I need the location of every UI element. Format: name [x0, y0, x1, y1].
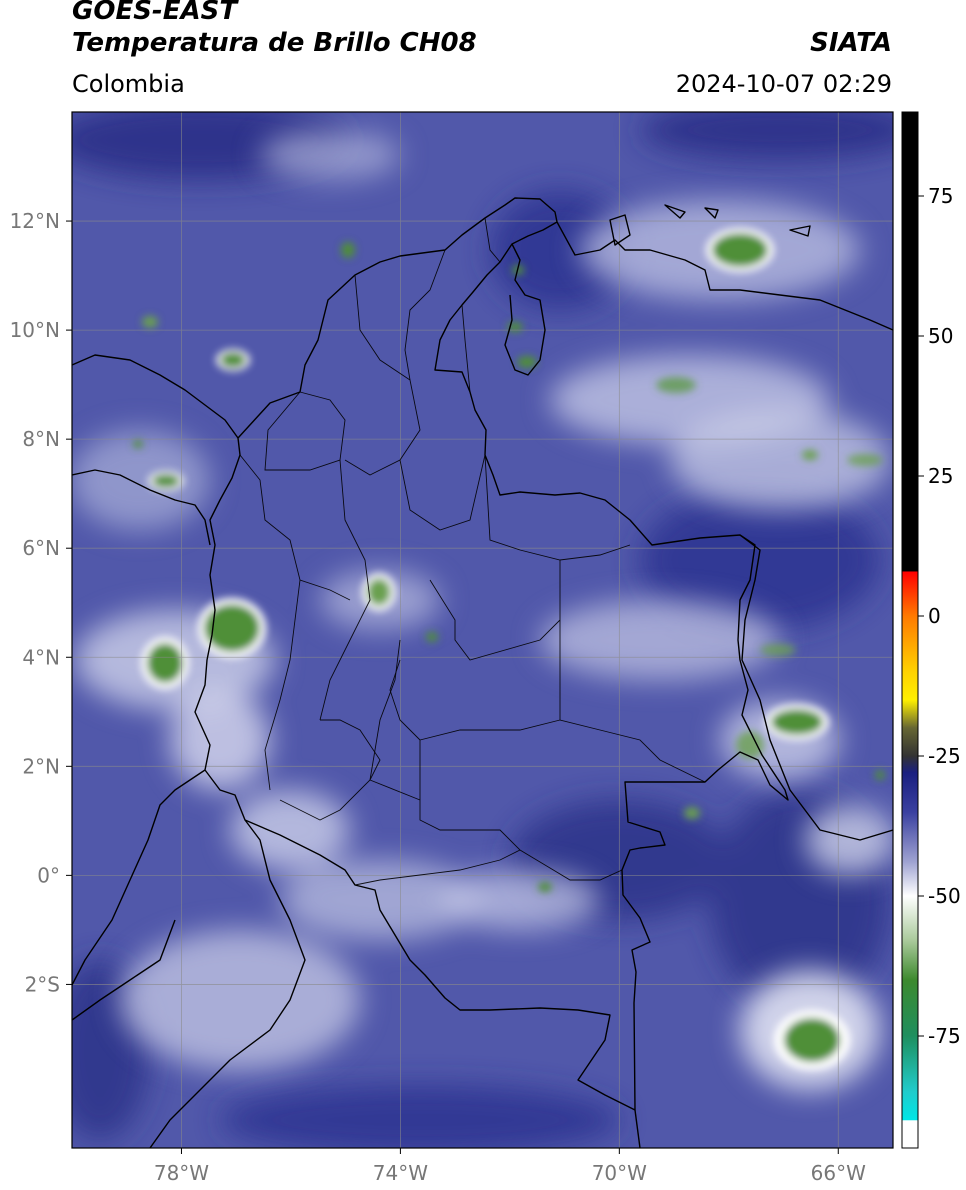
lat-tick-label: 10°N	[10, 318, 60, 342]
peru-brazil-border	[634, 1109, 641, 1148]
lon-tick-label: 74°W	[373, 1161, 428, 1185]
datetime-label: 2024-10-07 02:29	[675, 70, 892, 98]
panama-coast	[72, 469, 211, 546]
colorbar-tick-label: 25	[928, 464, 953, 488]
lon-tick-label: 66°W	[811, 1161, 866, 1185]
colorbar: 75 50 25 0 -25 -50 -75	[901, 111, 961, 1149]
latitude-labels: 12°N 10°N 8°N 6°N 4°N 2°N 0° 2°S	[10, 209, 72, 996]
colorbar-tick-label: 0	[928, 604, 941, 628]
department-borders	[239, 217, 706, 886]
region-label: Colombia	[72, 70, 185, 98]
cold-cloud-tops	[133, 228, 885, 1070]
colombia-border	[194, 197, 789, 1111]
colorbar-gradient	[902, 112, 918, 1148]
colorbar-tick-label: 75	[928, 184, 953, 208]
colorbar-tick-label: 50	[928, 324, 953, 348]
colorbar-frame	[901, 111, 919, 1149]
lat-tick-label: 0°	[37, 863, 60, 887]
lon-tick-label: 78°W	[154, 1161, 209, 1185]
colorbar-tick-label: -50	[928, 884, 961, 908]
ecuador-peru-border	[149, 819, 306, 1148]
longitude-labels: 78°W 74°W 70°W 66°W	[154, 1148, 866, 1185]
central-america-coast	[72, 354, 239, 439]
colorbar-tick-label: -75	[928, 1024, 961, 1048]
lat-tick-label: 6°N	[22, 536, 60, 560]
venezuela-coast	[556, 221, 893, 331]
borders	[72, 197, 893, 1148]
lat-tick-label: 2°N	[22, 754, 60, 778]
product-title: Temperatura de Brillo CH08	[72, 28, 477, 58]
maracaibo-lake	[504, 243, 546, 376]
cloud-areas	[72, 130, 893, 1090]
lon-tick-label: 70°W	[592, 1161, 647, 1185]
lat-tick-label: 12°N	[10, 209, 60, 233]
lat-tick-label: 2°S	[25, 972, 60, 996]
lat-tick-label: 4°N	[22, 645, 60, 669]
lat-tick-label: 8°N	[22, 427, 60, 451]
map-frame	[71, 111, 894, 1149]
island-curacao	[664, 204, 686, 219]
colorbar-tick-label: -25	[928, 744, 961, 768]
pacific-coast-south	[72, 769, 206, 986]
venezuela-brazil-border	[739, 534, 893, 841]
agency-label: SIATA	[810, 28, 892, 58]
ecuador-coast	[72, 919, 176, 1021]
satellite-image	[72, 112, 893, 1148]
islands-east	[704, 207, 811, 237]
island-aruba	[609, 214, 631, 246]
colorbar-ticks: 75 50 25 0 -25 -50 -75	[918, 184, 961, 1048]
grid-lines	[72, 112, 893, 1148]
satellite-title: GOES-EAST	[72, 0, 238, 26]
